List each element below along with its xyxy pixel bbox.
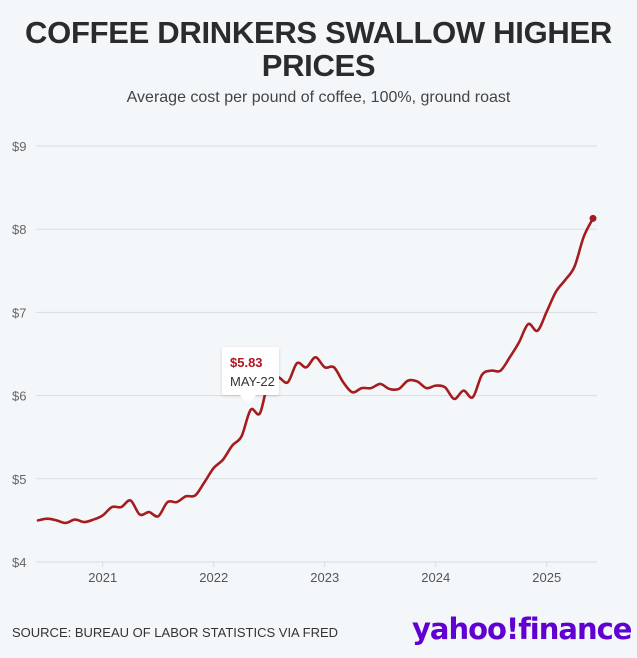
tooltip-arrow bbox=[240, 395, 256, 404]
x-tick-label: 2021 bbox=[88, 570, 117, 585]
x-tick-label: 2023 bbox=[310, 570, 339, 585]
chart-title: COFFEE DRINKERS SWALLOW HIGHER PRICES bbox=[25, 15, 612, 83]
tooltip: $5.83 MAY-22 bbox=[222, 347, 279, 395]
y-tick-label: $4 bbox=[12, 555, 26, 570]
source-note: SOURCE: BUREAU OF LABOR STATISTICS VIA F… bbox=[12, 625, 339, 640]
y-tick-label: $7 bbox=[12, 305, 26, 320]
tooltip-value: $5.83 bbox=[230, 355, 263, 370]
end-point-marker bbox=[589, 214, 597, 222]
yahoo-finance-logo: yahoo!finance bbox=[412, 612, 632, 646]
x-tick-label: 2024 bbox=[421, 570, 450, 585]
x-tick-label: 2022 bbox=[199, 570, 228, 585]
y-tick-label: $5 bbox=[12, 472, 26, 487]
y-tick-label: $9 bbox=[12, 139, 26, 154]
y-tick-label: $6 bbox=[12, 389, 26, 404]
chart-subtitle: Average cost per pound of coffee, 100%, … bbox=[126, 89, 511, 106]
y-tick-label: $8 bbox=[12, 222, 26, 237]
x-tick-label: 2025 bbox=[532, 570, 561, 585]
tooltip-date: MAY-22 bbox=[230, 374, 275, 389]
price-line bbox=[36, 217, 595, 525]
